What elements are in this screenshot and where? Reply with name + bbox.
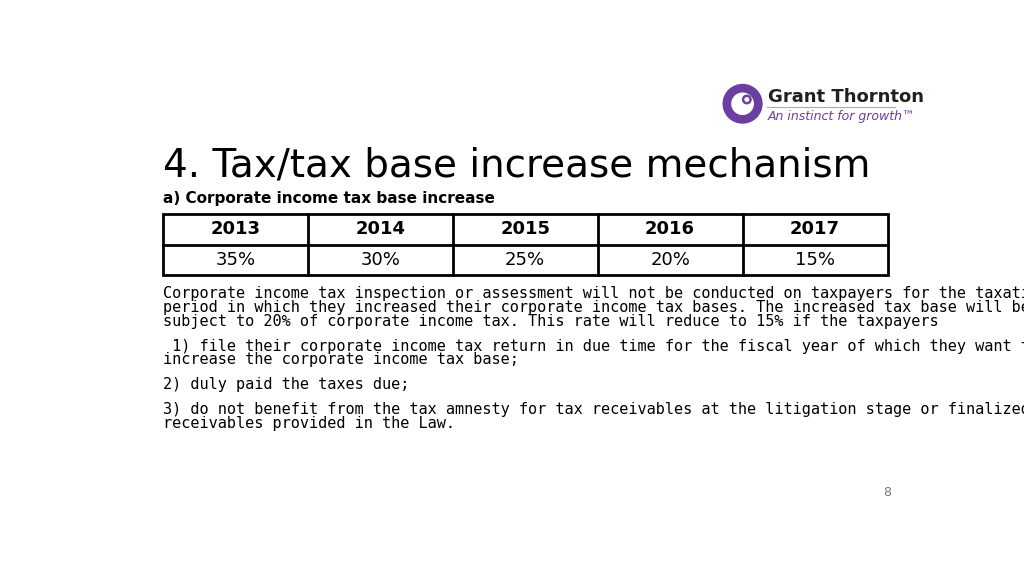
Circle shape [745,98,749,101]
Text: Corporate income tax inspection or assessment will not be conducted on taxpayers: Corporate income tax inspection or asses… [163,286,1024,301]
Circle shape [742,95,751,104]
Text: 30%: 30% [360,251,400,269]
Text: 2017: 2017 [791,220,840,238]
Text: 8: 8 [884,486,891,499]
Text: 15%: 15% [795,251,835,269]
Text: a) Corporate income tax base increase: a) Corporate income tax base increase [163,191,495,206]
Text: An instinct for growth™: An instinct for growth™ [768,111,915,123]
Text: Grant Thornton: Grant Thornton [768,88,924,106]
Text: 25%: 25% [505,251,545,269]
Text: 2) duly paid the taxes due;: 2) duly paid the taxes due; [163,377,410,392]
Text: 20%: 20% [650,251,690,269]
Text: 35%: 35% [215,251,255,269]
Text: 3) do not benefit from the tax amnesty for tax receivables at the litigation sta: 3) do not benefit from the tax amnesty f… [163,402,1024,417]
Text: increase the corporate income tax base;: increase the corporate income tax base; [163,353,519,367]
Text: 2016: 2016 [645,220,695,238]
Text: period in which they increased their corporate income tax bases. The increased t: period in which they increased their cor… [163,300,1024,315]
FancyBboxPatch shape [163,214,888,275]
Text: 1) file their corporate income tax return in due time for the fiscal year of whi: 1) file their corporate income tax retur… [163,339,1024,354]
Circle shape [723,85,762,123]
Text: 2015: 2015 [500,220,550,238]
Text: 4. Tax/tax base increase mechanism: 4. Tax/tax base increase mechanism [163,146,870,184]
Text: 2013: 2013 [210,220,260,238]
Circle shape [732,93,754,115]
Text: subject to 20% of corporate income tax. This rate will reduce to 15% if the taxp: subject to 20% of corporate income tax. … [163,314,939,329]
Text: receivables provided in the Law.: receivables provided in the Law. [163,416,455,431]
Text: 2014: 2014 [355,220,406,238]
